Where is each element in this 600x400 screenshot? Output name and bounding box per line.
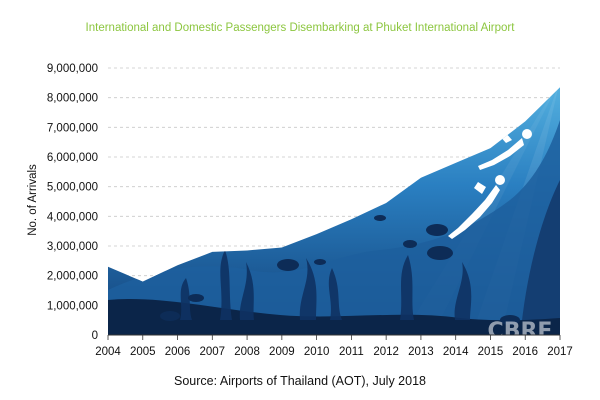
rock-formation — [520, 180, 560, 336]
x-tick-label: 2008 — [234, 346, 260, 358]
y-axis-ticks: 0 1,000,000 2,000,000 3,000,000 4,000,000 5,0… — [47, 63, 98, 342]
source-note: Source: Airports of Thailand (AOT), July… — [174, 374, 426, 388]
y-tick-label: 1,000,000 — [47, 300, 98, 312]
coral-group — [180, 250, 472, 320]
x-tick-label: 2011 — [339, 346, 364, 358]
axes — [108, 334, 560, 336]
x-tick-label: 2012 — [373, 346, 399, 358]
y-tick-label: 2,000,000 — [47, 271, 98, 283]
y-tick-label: 3,000,000 — [47, 241, 98, 253]
y-tick-label: 7,000,000 — [47, 122, 98, 134]
x-tick-label: 2004 — [95, 346, 121, 358]
x-axis-ticks: 2004 2005 2006 2007 2008 2009 2010 2011 2012 2013… — [95, 335, 573, 358]
cbre-watermark: CBRE — [488, 319, 553, 344]
y-tick-label: 5,000,000 — [47, 182, 98, 194]
underwater-illustration — [108, 87, 560, 336]
x-tick-label: 2016 — [512, 346, 538, 358]
y-tick-label: 9,000,000 — [47, 63, 98, 75]
x-tick-label: 2013 — [408, 346, 434, 358]
y-tick-label: 0 — [92, 330, 98, 342]
x-tick-label: 2006 — [165, 346, 191, 358]
x-tick-label: 2005 — [130, 346, 156, 358]
x-tick-label: 2007 — [200, 346, 226, 358]
diver-silhouette-2 — [448, 175, 505, 239]
y-axis-label: No. of Arrivals — [27, 164, 39, 236]
chart-title: International and Domestic Passengers Di… — [85, 22, 515, 34]
x-tick-label: 2017 — [547, 346, 573, 358]
y-tick-label: 4,000,000 — [47, 211, 98, 223]
x-tick-label: 2009 — [269, 346, 295, 358]
fish-group — [160, 215, 520, 325]
x-tick-label: 2015 — [478, 346, 504, 358]
y-tick-label: 6,000,000 — [47, 152, 98, 164]
x-tick-label: 2010 — [304, 346, 330, 358]
x-tick-label: 2014 — [443, 346, 469, 358]
y-tick-label: 8,000,000 — [47, 93, 98, 105]
